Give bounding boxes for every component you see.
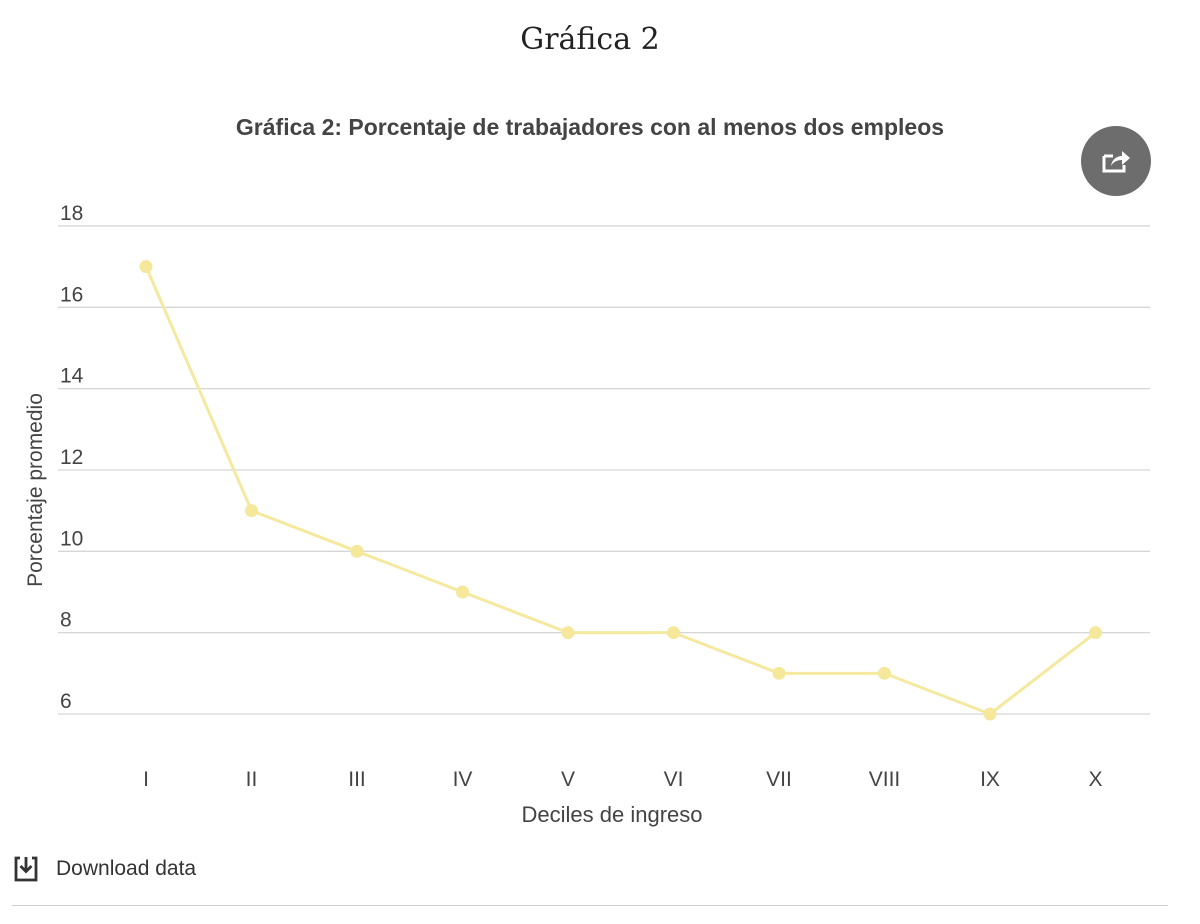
data-point[interactable] [350,544,364,558]
data-point[interactable] [1089,626,1102,640]
y-tick-label: 16 [60,283,83,306]
data-points [139,260,1102,721]
x-tick-label: III [348,768,366,791]
chart-title: Gráfica 2: Porcentaje de trabajadores co… [235,114,945,140]
x-tick-label: V [561,768,575,791]
data-point[interactable] [983,707,997,721]
y-tick-label: 18 [60,202,83,225]
x-tick-label: IX [980,768,1000,791]
x-tick-label: X [1088,768,1102,791]
data-point[interactable] [667,626,680,640]
download-icon [14,856,38,882]
y-tick-label: 12 [60,446,83,469]
y-tick-labels: 6 8 10 12 14 16 18 [60,202,84,713]
x-tick-labels: I II III IV V VI VII VIII IX X [143,768,1102,791]
x-tick-label: IV [453,768,473,791]
x-tick-label: VIII [869,768,901,791]
data-point[interactable] [139,260,153,274]
download-data-button[interactable]: Download data [12,854,196,884]
x-tick-label: VI [664,768,684,791]
y-tick-label: 6 [60,690,72,713]
download-label: Download data [56,857,197,880]
gridlines [58,225,1150,715]
share-button[interactable] [1081,126,1151,196]
data-point[interactable] [878,666,891,680]
y-tick-label: 10 [60,527,83,550]
x-axis-label: Deciles de ingreso [522,802,703,827]
page-title: Gráfica 2 [520,22,660,57]
y-axis-label: Porcentaje promedio [24,393,47,587]
data-point[interactable] [561,626,575,640]
x-tick-label: I [143,768,149,791]
divider [12,905,1168,906]
y-tick-label: 8 [60,609,72,632]
x-tick-label: II [246,768,258,791]
data-point[interactable] [456,585,469,599]
y-tick-label: 14 [60,365,84,388]
data-point[interactable] [772,666,786,680]
series-line [144,266,1097,716]
x-tick-label: VII [766,768,792,791]
data-point[interactable] [245,504,258,518]
share-icon [1102,151,1130,173]
